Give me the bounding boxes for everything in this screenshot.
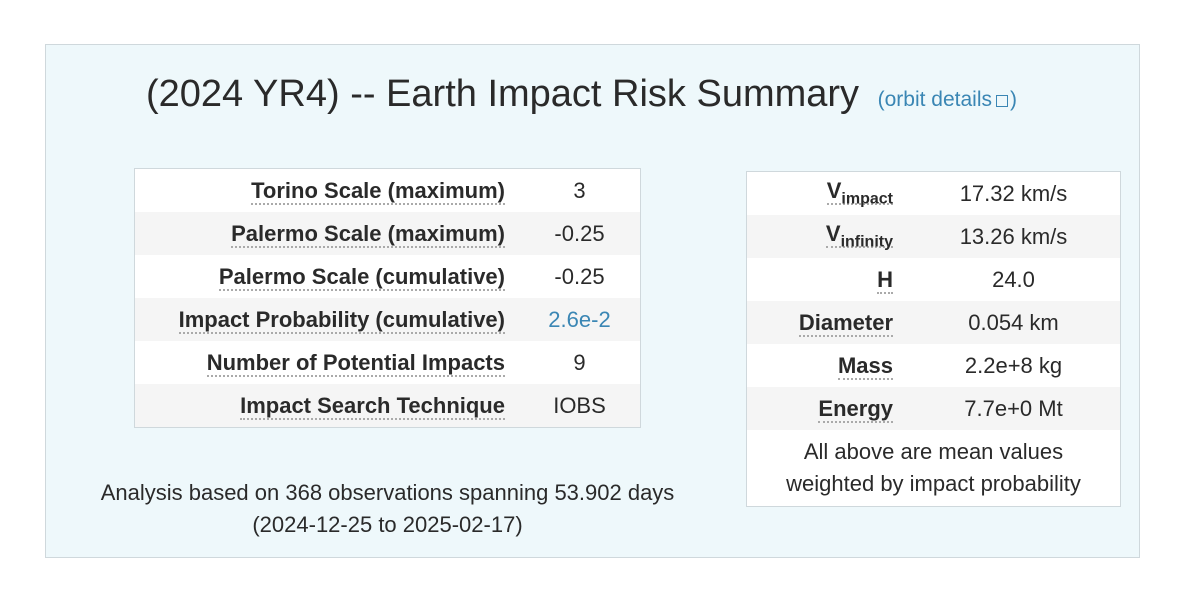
row-value: 24.0 [992,266,1035,292]
row-value: -0.25 [554,220,605,246]
physical-row: Diameter 0.054 km [746,301,1121,344]
link-open: ( [877,88,885,111]
row-label: Palermo Scale (maximum) [231,220,505,248]
label-cell: Impact Probability (cumulative) [134,298,519,341]
note-line: weighted by impact probability [786,471,1081,496]
row-label-wrap: Energy [818,395,893,423]
row-label: Impact Search Technique [240,392,505,420]
value-cell: 2.6e-2 [519,298,641,341]
label-cell: Number of Potential Impacts [135,341,520,384]
external-icon [996,95,1009,107]
row-label: Number of Potential Impacts [206,349,505,377]
title: (2024 YR4) -- Earth Impact Risk Summary [146,73,860,115]
row-label-wrap: Vinfinity [825,221,893,251]
row-label: Impact Probability (cumulative) [178,306,505,334]
row-label-wrap: H [877,266,893,294]
note-line: All above are mean values [803,439,1064,464]
row-label-wrap: Mass [837,352,893,380]
physical-row: Vimpact 17.32 km/s [747,172,1121,216]
row-value: IOBS [553,392,606,418]
risk-row: Palermo Scale (maximum) -0.25 [134,212,641,255]
row-label: Palermo Scale (cumulative) [218,263,505,291]
risk-row: Impact Search Technique IOBS [134,384,641,428]
label-cell: Mass [747,344,908,387]
label-cell: Impact Search Technique [134,384,519,428]
risk-table: Torino Scale (maximum) 3 Palermo Scale (ma… [134,168,641,428]
row-label: Mass [837,352,893,378]
risk-row: Impact Probability (cumulative) 2.6e-2 [134,298,641,341]
row-value: 3 [573,177,586,203]
title-row: (2024 YR4) -- Earth Impact Risk Summary … [146,73,1017,116]
row-label-wrap: Diameter [798,309,893,337]
row-value: -0.25 [554,263,605,289]
row-label: V [825,221,841,247]
label-cell: Vimpact [747,172,908,216]
note-cell: All above are mean values weighted by imp… [746,430,1121,507]
label-cell: Vinfinity [746,215,907,258]
note-row: All above are mean values weighted by imp… [746,430,1121,507]
label-cell: Torino Scale (maximum) [135,169,520,213]
row-label-wrap: Vimpact [826,178,893,208]
row-label: V [826,178,842,204]
value-cell: -0.25 [519,255,641,298]
row-value: 0.054 km [907,301,1121,344]
row-value: 7.7e+0 Mt [907,387,1121,430]
risk-row: Number of Potential Impacts 9 [135,341,641,384]
row-label-sub: infinity [840,233,893,251]
row-value[interactable]: 2.6e-2 [548,306,611,332]
orbit-link[interactable]: (orbit details) [878,88,1017,111]
analysis-line: Analysis based on 368 observations spann… [100,480,675,505]
physical-row: Mass 2.2e+8 kg [747,344,1121,387]
label-cell: Energy [746,387,907,430]
value-cell: IOBS [519,384,641,428]
row-label: H [877,266,893,292]
value-cell: 3 [519,169,641,213]
value-cell: 9 [519,341,641,384]
row-value: 9 [573,349,586,375]
physical-row: Energy 7.7e+0 Mt [746,387,1121,430]
link-text[interactable]: orbit details [884,88,993,111]
label-cell: Diameter [746,301,907,344]
analysis: Analysis based on 368 observations spann… [46,477,729,541]
label-cell: Palermo Scale (maximum) [134,212,519,255]
physical-row: H 24.0 [747,258,1121,301]
summary-panel: (2024 YR4) -- Earth Impact Risk Summary … [45,44,1140,558]
value-cell: -0.25 [519,212,641,255]
analysis-line: (2024-12-25 to 2025-02-17) [252,512,523,537]
physical-table: Vimpact 17.32 km/s Vinfinity 13.26 km/s H 24.… [746,171,1121,507]
risk-row: Torino Scale (maximum) 3 [135,169,641,213]
label-cell: H [747,258,908,301]
row-value: 2.2e+8 kg [964,352,1063,378]
label-cell: Palermo Scale (cumulative) [135,255,520,298]
physical-row: Vinfinity 13.26 km/s [746,215,1121,258]
row-label: Diameter [798,309,893,335]
row-value: 13.26 km/s [907,215,1121,258]
link-close: ) [1010,88,1018,111]
row-label: Energy [818,395,893,421]
row-label: Torino Scale (maximum) [251,177,505,205]
row-label-sub: impact [841,190,893,208]
risk-row: Palermo Scale (cumulative) -0.25 [135,255,641,298]
row-value: 17.32 km/s [959,180,1068,206]
